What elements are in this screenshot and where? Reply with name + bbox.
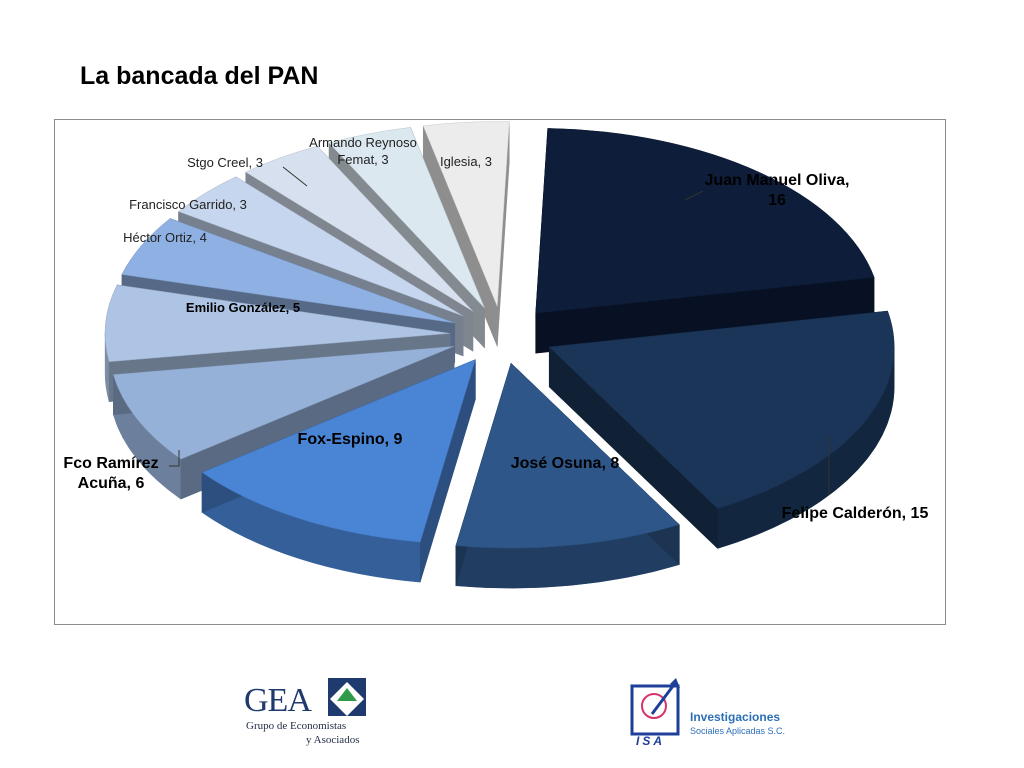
isa-emblem-icon [630, 678, 680, 736]
slide-title: La bancada del PAN [80, 62, 319, 90]
chart-frame: Juan Manuel Oliva, 16 Felipe Calderón, 15 J… [54, 119, 946, 625]
gea-logo-text: GEA [244, 682, 312, 719]
isa-logo: ISA Investigaciones Sociales Aplicadas S… [630, 676, 830, 756]
data-label-armando-reynoso-femat: Armando Reynoso [309, 135, 417, 150]
gea-logo-line2: y Asociados [306, 734, 360, 746]
data-label-juan-manuel-oliva: Juan Manuel Oliva, [705, 172, 850, 189]
pie-slice-jose-osuna [455, 362, 680, 589]
isa-logo-name: Investigaciones [690, 710, 781, 724]
pie-slice-iglesia [422, 121, 510, 347]
data-label-emilio-gonzalez: Emilio González, 5 [186, 300, 300, 315]
pie-slice-fox-espino [201, 359, 476, 583]
gea-diamond-icon [328, 678, 366, 716]
isa-logo-subtitle: Sociales Aplicadas S.C. [690, 726, 786, 736]
data-label-iglesia: Iglesia, 3 [440, 154, 492, 169]
data-label-stgo-creel: Stgo Creel, 3 [187, 155, 263, 170]
data-label-hector-ortiz: Héctor Ortiz, 4 [123, 230, 207, 245]
pie-chart: Juan Manuel Oliva, 16 Felipe Calderón, 15 J… [63, 121, 929, 589]
pie-slice-felipe-calderon [548, 310, 895, 550]
data-label-juan-manuel-oliva: 16 [768, 192, 786, 209]
data-label-fco-ramirez-acuna: Acuña, 6 [78, 475, 145, 492]
data-label-fox-espino: Fox-Espino, 9 [298, 431, 403, 448]
gea-logo-line1: Grupo de Economistas [246, 720, 347, 732]
leader-line-stgo-creel [282, 166, 308, 187]
isa-logo-mark-text: ISA [636, 734, 666, 748]
data-label-jose-osuna: José Osuna, 8 [511, 455, 620, 472]
gea-logo: GEA Grupo de Economistas y Asociados [244, 676, 374, 756]
leader-line-fco-ramirez-acuna [169, 450, 180, 467]
leader-line-juan-manuel-oliva [684, 190, 704, 201]
data-label-francisco-garrido: Francisco Garrido, 3 [129, 197, 247, 212]
data-label-armando-reynoso-femat: Femat, 3 [337, 152, 388, 167]
data-label-felipe-calderon: Felipe Calderón, 15 [782, 505, 929, 522]
data-label-fco-ramirez-acuna: Fco Ramírez [63, 455, 158, 472]
